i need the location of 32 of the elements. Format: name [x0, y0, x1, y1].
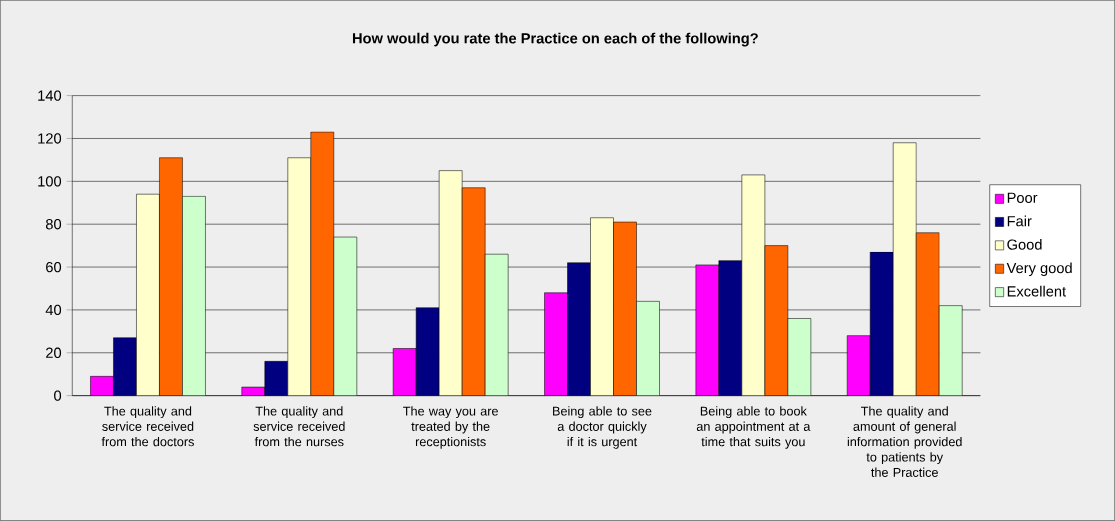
legend-label: Very good: [1006, 262, 1072, 277]
bar: [613, 221, 637, 396]
y-tick-label: 100: [38, 176, 62, 187]
y-tick-label: 20: [46, 347, 62, 359]
x-tick-label: The way you are treated by the receptionists: [403, 406, 498, 449]
bar: [484, 253, 509, 396]
y-tick-label: 120: [38, 133, 62, 144]
x-tick-label: Being able to book an appointment at a time that suits you: [696, 406, 811, 449]
x-tick-label: The quality and amount of general information provided to patients by the Practice: [847, 406, 962, 477]
y-tick-label: 0: [54, 390, 62, 401]
bar: [182, 196, 206, 396]
legend-label: Excellent: [1007, 285, 1067, 297]
chart-title: How would you rate the Practice on each of the following?: [352, 32, 758, 47]
y-tick-label: 80: [45, 219, 62, 230]
bar: [915, 232, 940, 396]
bar: [764, 245, 789, 396]
bar: [461, 187, 486, 396]
x-tick-label: The quality and service received from the doctors: [101, 406, 194, 447]
y-tick-label: 40: [45, 304, 62, 316]
x-tick-label: The quality and service received from the nurses: [253, 406, 345, 447]
legend-label: Fair: [1007, 215, 1032, 227]
bar: [636, 301, 660, 396]
bar: [159, 157, 183, 396]
y-tick-label: 140: [38, 90, 62, 101]
bar: [333, 236, 358, 396]
bar: [787, 318, 812, 396]
bar: [938, 305, 963, 396]
bar: [310, 131, 335, 396]
x-tick-label: Being able to see a doctor quickly if it is urgent: [553, 406, 652, 449]
legend-label: Good: [1007, 239, 1042, 250]
y-tick-label: 60: [46, 261, 62, 273]
legend-label: Poor: [1007, 192, 1038, 203]
